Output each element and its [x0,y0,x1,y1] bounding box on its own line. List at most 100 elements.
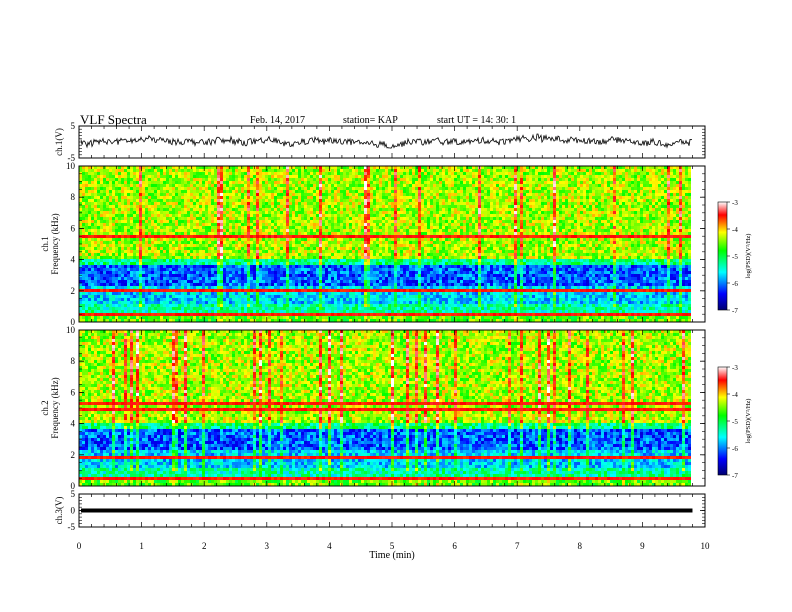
spectrogram-cell [619,232,622,235]
spectrogram-cell [532,205,535,208]
spectrogram-cell [100,211,103,214]
spectrogram-cell [370,217,373,220]
spectrogram-cell [460,172,463,175]
spectrogram-cell [208,169,211,172]
spectrogram-cell [151,172,154,175]
spectrogram-cell [361,229,364,232]
spectrogram-cell [148,211,151,214]
spectrogram-cell [454,226,457,229]
spectrogram-cell [187,172,190,175]
spectrogram-cell [319,217,322,220]
spectrogram-cell [205,181,208,184]
spectrogram-cell [571,199,574,202]
spectrogram-cell [487,172,490,175]
spectrogram-cell [409,199,412,202]
spectrogram-cell [571,178,574,181]
spectrogram-cell [424,172,427,175]
spectrogram-cell [259,187,262,190]
spectrogram-cell [538,190,541,193]
spectrogram-cell [670,223,673,226]
spectrogram-cell [382,190,385,193]
spectrogram-cell [445,217,448,220]
spectrogram-cell [325,223,328,226]
spectrogram-cell [643,199,646,202]
spectrogram-cell [187,184,190,187]
spectrogram-cell [157,208,160,211]
spectrogram-cell [352,238,355,241]
spectrogram-cell [160,187,163,190]
spectrogram-cell [433,181,436,184]
spectrogram-cell [385,184,388,187]
spectrogram-cell [331,175,334,178]
spectrogram-cell [268,172,271,175]
spectrogram-cell [154,172,157,175]
spectrogram-cell [97,175,100,178]
spectrogram-cell [541,172,544,175]
spectrogram-cell [268,217,271,220]
spectrogram-cell [469,232,472,235]
spectrogram-cell [598,181,601,184]
spectrogram-cell [448,178,451,181]
spectrogram-cell [100,220,103,223]
spectrogram-cell [364,169,367,172]
spectrogram-cell [310,214,313,217]
spectrogram-cell [175,184,178,187]
spectrogram-cell [301,223,304,226]
spectrogram-cell [409,208,412,211]
spectrogram-cell [178,199,181,202]
spectrogram-cell [427,223,430,226]
spectrogram-cell [535,190,538,193]
spectrogram-cell [406,211,409,214]
spectrogram-cell [391,199,394,202]
spectrogram-cell [160,229,163,232]
spectrogram-cell [103,193,106,196]
spectrogram-cell [487,181,490,184]
spectrogram-cell [262,235,265,238]
spectrogram-cell [505,184,508,187]
spectrogram-cell [187,181,190,184]
spectrogram-cell [463,169,466,172]
spectrogram-cell [505,202,508,205]
spectrogram-cell [241,232,244,235]
spectrogram-cell [421,175,424,178]
spectrogram-cell [391,187,394,190]
spectrogram-cell [112,214,115,217]
spectrogram-cell [142,181,145,184]
spectrogram-cell [532,190,535,193]
spectrogram-cell [319,235,322,238]
spectrogram-cell [94,232,97,235]
spectrogram-cell [634,190,637,193]
spectrogram-cell [598,187,601,190]
spectrogram-cell [154,190,157,193]
spectrogram-cell [640,226,643,229]
spectrogram-cell [595,175,598,178]
spectrogram-cell [466,190,469,193]
spectrogram-cell [517,178,520,181]
spectrogram-cell [85,211,88,214]
spectrogram-cell [508,193,511,196]
spectrogram-cell [535,196,538,199]
spectrogram-cell [529,235,532,238]
spectrogram-cell [601,184,604,187]
spectrogram-cell [223,235,226,238]
spectrogram-cell [358,187,361,190]
spectrogram-cell [391,226,394,229]
spectrogram-cell [220,232,223,235]
spectrogram-cell [655,184,658,187]
spectrogram-cell [640,211,643,214]
spectrogram-cell [157,169,160,172]
spectrogram-cell [232,220,235,223]
spectrogram-cell [106,205,109,208]
spectrogram-cell [436,190,439,193]
spectrogram-cell [538,217,541,220]
spectrogram-cell [442,181,445,184]
spectrogram-cell [589,205,592,208]
spectrogram-cell [223,202,226,205]
spectrogram-cell [619,217,622,220]
spectrogram-cell [514,205,517,208]
spectrogram-cell [226,172,229,175]
spectrogram-cell [415,172,418,175]
spectrogram-cell [106,226,109,229]
spectrogram-cell [244,169,247,172]
spectrogram-cell [253,238,256,241]
